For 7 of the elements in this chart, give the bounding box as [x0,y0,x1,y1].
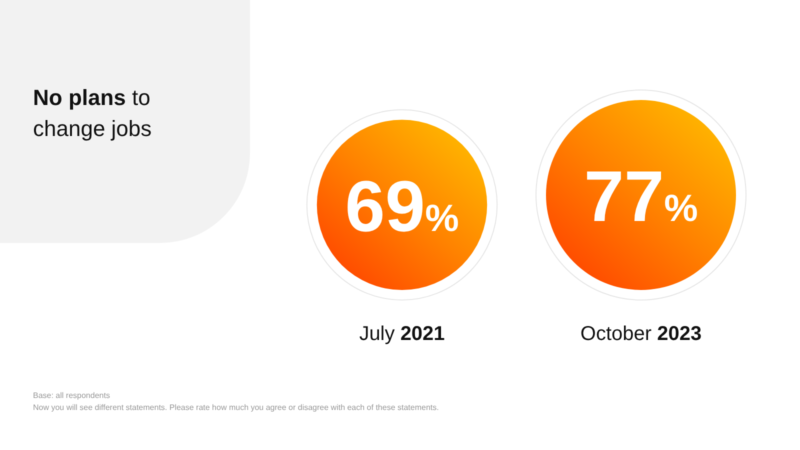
data-label: 69% [345,166,459,247]
category-label: July 2021 [359,323,445,345]
data-label: 77% [584,157,698,237]
text: Base: all respondents [33,391,110,400]
text: No plans to change jobs [33,85,152,141]
text: Now you will see different statements. Please rate how much you agree or disagree with each of these statements. [33,403,439,412]
category-label: October 2023 [580,323,702,345]
